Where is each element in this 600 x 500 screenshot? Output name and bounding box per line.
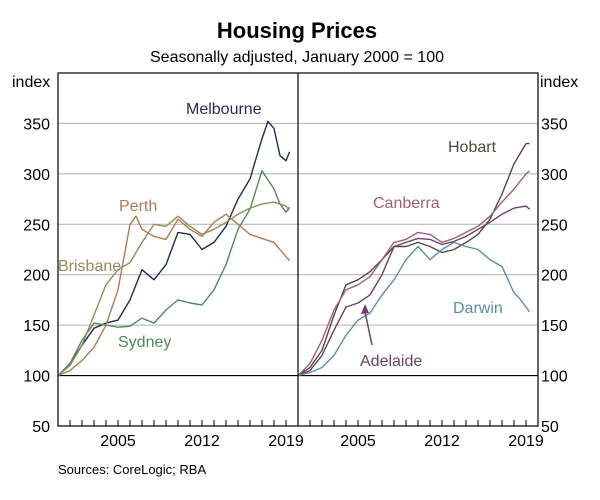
y-tick-left-100: 100 xyxy=(23,369,50,386)
y-tick-left-300: 300 xyxy=(23,167,50,184)
y-tick-right-50: 50 xyxy=(541,419,559,436)
y-tick-right-300: 300 xyxy=(541,167,568,184)
x-tick-0-2019: 2019 xyxy=(268,433,304,450)
label-hobart: Hobart xyxy=(448,139,497,156)
x-tick-0-2005: 2005 xyxy=(100,433,136,450)
series-lines xyxy=(57,120,531,377)
x-tick-0-2012: 2012 xyxy=(184,433,220,450)
series-line-sydney xyxy=(57,170,291,377)
y-tick-right-350: 350 xyxy=(541,116,568,133)
plot-frame xyxy=(57,72,539,427)
y-tick-left-50: 50 xyxy=(32,419,50,436)
y-unit-right: index xyxy=(540,74,578,91)
label-perth: Perth xyxy=(119,198,157,215)
tick-labels: 50 50 100 100 150 150 200 200 250 250 300 300 350 350… xyxy=(23,116,568,450)
chart-title: Housing Prices xyxy=(217,18,377,43)
x-tick-1-2012: 2012 xyxy=(424,433,460,450)
series-line-perth xyxy=(57,213,291,377)
label-adelaide: Adelaide xyxy=(360,353,422,370)
series-line-canberra xyxy=(297,170,531,377)
series-line-hobart xyxy=(297,142,530,377)
adelaide-arrow xyxy=(361,304,373,346)
y-tick-right-250: 250 xyxy=(541,217,568,234)
y-tick-left-250: 250 xyxy=(23,217,50,234)
y-unit-left: index xyxy=(12,74,50,91)
y-tick-left-150: 150 xyxy=(23,318,50,335)
label-sydney: Sydney xyxy=(118,334,171,351)
label-darwin: Darwin xyxy=(453,300,503,317)
series-line-adelaide xyxy=(297,205,531,377)
series-line-brisbane xyxy=(57,201,291,377)
x-tick-1-2005: 2005 xyxy=(340,433,376,450)
y-tick-right-100: 100 xyxy=(541,369,568,386)
y-tick-right-200: 200 xyxy=(541,268,568,285)
label-canberra: Canberra xyxy=(373,195,440,212)
label-brisbane: Brisbane xyxy=(58,258,121,275)
y-tick-left-350: 350 xyxy=(23,116,50,133)
series-line-darwin xyxy=(297,241,531,377)
y-tick-right-150: 150 xyxy=(541,318,568,335)
x-tick-1-2019: 2019 xyxy=(508,433,544,450)
series-line-melbourne xyxy=(57,120,291,377)
label-melbourne: Melbourne xyxy=(186,101,262,118)
source-note: Sources: CoreLogic; RBA xyxy=(58,462,206,477)
chart-subtitle: Seasonally adjusted, January 2000 = 100 xyxy=(150,49,444,66)
y-tick-left-200: 200 xyxy=(23,268,50,285)
